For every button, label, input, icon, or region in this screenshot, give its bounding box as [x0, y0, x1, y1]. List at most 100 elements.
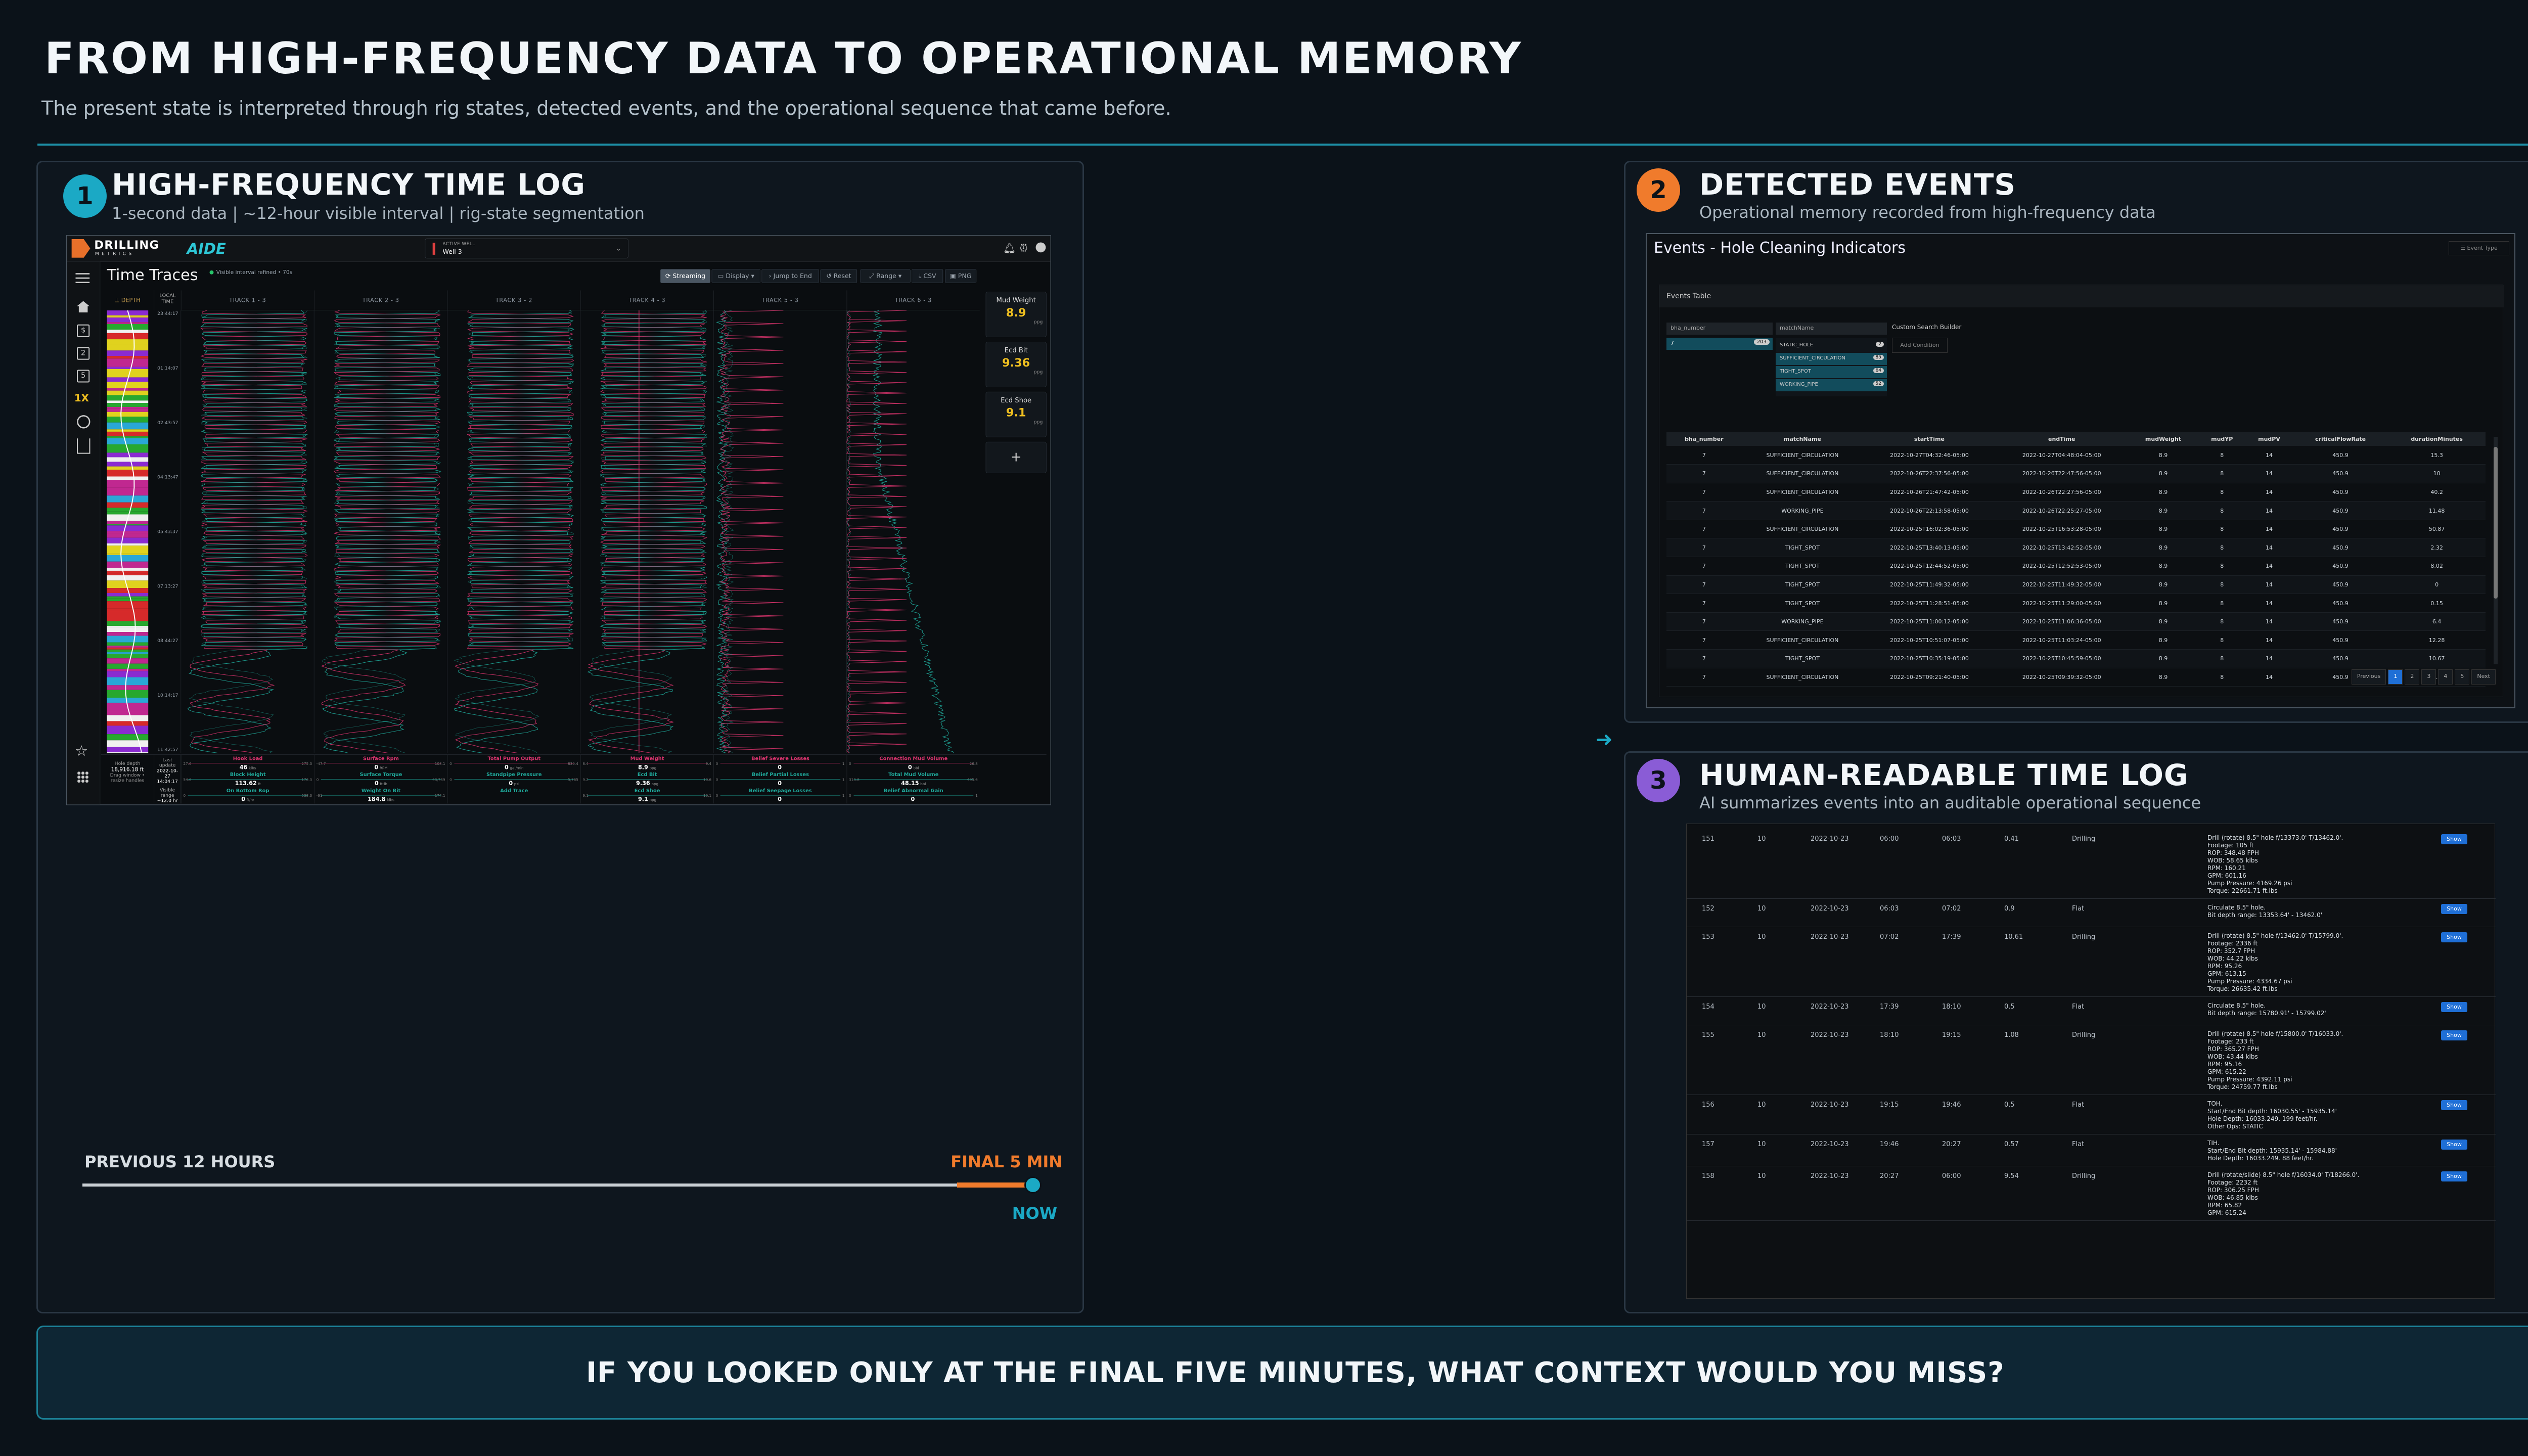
column-header[interactable]: durationMinutes: [2411, 435, 2463, 442]
footer-trace-name[interactable]: Connection Mud Volume: [879, 755, 948, 762]
show-button[interactable]: Show: [2441, 1002, 2467, 1012]
gauge-icon[interactable]: [77, 415, 91, 429]
streaming-button[interactable]: ⟳ Streaming: [660, 269, 710, 283]
range-button[interactable]: ⤢ Range ▾: [860, 269, 911, 283]
footer-trace-name[interactable]: Mud Weight: [630, 755, 664, 762]
png-button[interactable]: ▣ PNG: [945, 269, 977, 283]
track-header[interactable]: TRACK 3 - 2: [447, 290, 580, 311]
track-header[interactable]: TRACK 4 - 3: [580, 290, 713, 311]
apps-grid-icon[interactable]: [77, 771, 89, 784]
footer-value-unit: klbs: [387, 798, 394, 802]
page-button[interactable]: 1: [2388, 669, 2403, 685]
column-header[interactable]: startTime: [1914, 435, 1945, 442]
show-button[interactable]: Show: [2441, 1171, 2467, 1181]
event-type-select[interactable]: ☰ Event Type: [2449, 241, 2509, 255]
trace-canvas[interactable]: 23:44:17 01:14:07 02:43:57 04:13:47 05:43:37…: [101, 310, 980, 753]
page-button[interactable]: 2: [2405, 669, 2420, 685]
table-row[interactable]: 7 SUFFICIENT_CIRCULATION 2022-10-26T21:47:…: [1666, 483, 2486, 502]
display-button[interactable]: ▭ Display ▾: [711, 269, 760, 283]
table-row[interactable]: 7 WORKING_PIPE 2022-10-25T11:00:12-05:00 20…: [1666, 612, 2486, 631]
column-header[interactable]: criticalFlowRate: [2315, 435, 2366, 442]
table-row[interactable]: 7 WORKING_PIPE 2022-10-26T22:13:58-05:00 20…: [1666, 501, 2486, 520]
table-row[interactable]: 7 TIGHT_SPOT 2022-10-25T11:28:51-05:00 2022…: [1666, 594, 2486, 613]
show-button[interactable]: Show: [2441, 1030, 2467, 1040]
table-row[interactable]: 7 SUFFICIENT_CIRCULATION 2022-10-25T09:21:…: [1666, 668, 2486, 687]
page-button[interactable]: 3: [2421, 669, 2436, 685]
footer-trace-name[interactable]: Belief Seepage Losses: [749, 787, 812, 794]
page-button[interactable]: Next: [2471, 669, 2496, 685]
dollar-icon[interactable]: $: [77, 324, 90, 337]
filter-match-option[interactable]: TIGHT_SPOT 64: [1776, 366, 1887, 378]
filter-bha-option[interactable]: 7 203: [1666, 338, 1773, 350]
track-header[interactable]: TRACK 5 - 3: [713, 290, 846, 311]
table-row[interactable]: 7 SUFFICIENT_CIRCULATION 2022-10-26T22:37:…: [1666, 464, 2486, 483]
show-button[interactable]: Show: [2441, 1140, 2467, 1150]
table-row[interactable]: 7 TIGHT_SPOT 2022-10-25T12:44:52-05:00 2022…: [1666, 557, 2486, 576]
footer-trace-name[interactable]: Hook Load: [233, 755, 263, 762]
show-button[interactable]: Show: [2441, 904, 2467, 914]
reset-button[interactable]: ↺ Reset: [820, 269, 857, 283]
footer-trace-name[interactable]: Belief Severe Losses: [751, 755, 809, 762]
footer-trace-name[interactable]: Belief Partial Losses: [751, 771, 809, 778]
footer-trace-name[interactable]: Weight On Bit: [361, 787, 401, 794]
footer-trace-name[interactable]: Ecd Bit: [637, 771, 657, 778]
rig-state-band: [107, 734, 149, 741]
track-header[interactable]: TRACK 6 - 3: [846, 290, 979, 311]
column-header[interactable]: mudPV: [2258, 435, 2280, 442]
filter-match-option[interactable]: WORKING_PIPE 52: [1776, 379, 1887, 391]
alarm-icon[interactable]: ⏰︎: [1019, 242, 1028, 254]
track-header[interactable]: TRACK 2 - 3: [314, 290, 447, 311]
track-header[interactable]: TRACK 1 - 3: [180, 290, 314, 311]
filter-match-option[interactable]: SUFFICIENT_CIRCULATION 85: [1776, 353, 1887, 365]
timeline-now-handle[interactable]: [1024, 1176, 1042, 1194]
footer-trace-name[interactable]: Total Mud Volume: [888, 771, 939, 778]
home-icon[interactable]: [77, 301, 90, 312]
page-button[interactable]: Previous: [2351, 669, 2386, 685]
log-summary-line: TOH.: [2207, 1100, 2223, 1107]
column-header[interactable]: matchName: [1783, 435, 1821, 442]
footer-trace-name[interactable]: Block Height: [230, 771, 266, 778]
csv-button[interactable]: ⤓ CSV: [912, 269, 943, 283]
footer-trace-name[interactable]: On Bottom Rop: [226, 787, 269, 794]
number-2-icon[interactable]: 2: [77, 347, 90, 360]
jump-to-end-button[interactable]: › Jump to End: [761, 269, 819, 283]
footer-trace-name[interactable]: Ecd Shoe: [634, 787, 660, 794]
number-5-icon[interactable]: 5: [77, 370, 90, 383]
page-button[interactable]: 4: [2438, 669, 2453, 685]
table-row[interactable]: 7 TIGHT_SPOT 2022-10-25T11:49:32-05:00 2022…: [1666, 575, 2486, 594]
events-scrollbar[interactable]: [2494, 437, 2498, 664]
filter-match-option[interactable]: STATIC_HOLE 2: [1776, 340, 1887, 352]
footer-trace-name[interactable]: Surface Torque: [359, 771, 402, 778]
page-button[interactable]: 5: [2455, 669, 2470, 685]
speed-1x-icon[interactable]: 1X: [74, 392, 89, 404]
table-row[interactable]: 7 TIGHT_SPOT 2022-10-25T13:40:13-05:00 2022…: [1666, 538, 2486, 557]
menu-icon[interactable]: [75, 273, 90, 283]
column-header[interactable]: endTime: [2048, 435, 2075, 442]
show-button[interactable]: Show: [2441, 834, 2467, 844]
log-cell-end: 20:27: [1942, 1141, 1961, 1148]
user-avatar-icon[interactable]: [1035, 242, 1046, 253]
table-row[interactable]: 7 SUFFICIENT_CIRCULATION 2022-10-25T16:02:…: [1666, 520, 2486, 538]
footer-trace-name[interactable]: Belief Abnormal Gain: [883, 787, 943, 794]
table-row[interactable]: 7 SUFFICIENT_CIRCULATION 2022-10-27T04:32:…: [1666, 446, 2486, 465]
table-row[interactable]: 7 TIGHT_SPOT 2022-10-25T10:35:19-05:00 2022…: [1666, 649, 2486, 668]
add-value-button[interactable]: +: [985, 441, 1047, 473]
footer-trace-name[interactable]: Add Trace: [500, 787, 528, 794]
rig-icon[interactable]: [77, 438, 91, 454]
star-icon[interactable]: ☆: [75, 742, 88, 760]
well-selector[interactable]: ACTIVE WELL Well 3 ⌄: [425, 238, 628, 259]
show-button[interactable]: Show: [2441, 932, 2467, 942]
bell-icon[interactable]: 🔔︎: [1003, 242, 1016, 254]
column-header[interactable]: bha_number: [1685, 435, 1724, 442]
column-header[interactable]: mudWeight: [2145, 435, 2182, 442]
show-button[interactable]: Show: [2441, 1100, 2467, 1110]
footer-trace-name[interactable]: Standpipe Pressure: [486, 771, 542, 778]
trace-plot[interactable]: ⊥ DEPTH LOCAL TIME TRACK 1 - 3 TRACK 2 - …: [101, 290, 980, 753]
footer-trace-name[interactable]: Surface Rpm: [363, 755, 399, 762]
footer-trace-name[interactable]: Total Pump Output: [487, 755, 541, 762]
log-cell-id: 151: [1702, 835, 1714, 843]
last-update-label: Last update: [159, 757, 176, 768]
column-header[interactable]: mudYP: [2211, 435, 2233, 442]
add-condition-button[interactable]: Add Condition: [1892, 338, 1948, 353]
table-row[interactable]: 7 SUFFICIENT_CIRCULATION 2022-10-25T10:51:…: [1666, 630, 2486, 650]
